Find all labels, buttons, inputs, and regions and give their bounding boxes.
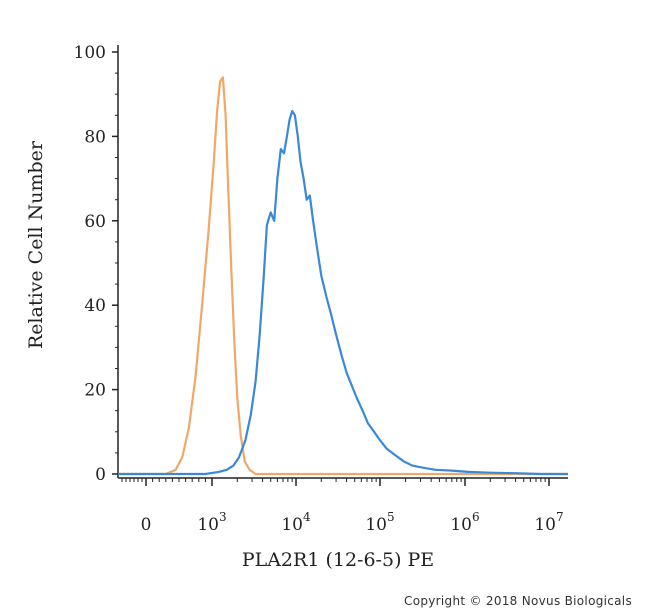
series-line-1 [118,76,568,476]
x-axis: 0 103 104 105 106 107 [118,477,568,535]
copyright-notice: Copyright © 2018 Novus Biologicals [404,594,632,608]
x-tick-label: 107 [534,510,563,535]
y-tick-label: 40 [84,296,106,316]
y-tick-label: 80 [84,127,106,147]
x-tick-label: 103 [197,510,226,535]
x-axis-title: PLA2R1 (12-6-5) PE [242,549,434,571]
y-tick-label: 100 [74,43,106,63]
y-tick-label: 0 [95,465,106,485]
x-tick-label: 104 [281,510,311,535]
y-ticks: 0 20 40 60 80 100 [74,43,118,485]
x-tick-label: 106 [450,510,479,535]
y-minor-ticks [115,72,118,454]
x-tick-label: 0 [141,515,152,535]
x-ticks: 0 103 104 105 106 107 [121,478,564,535]
y-axis: 0 20 40 60 80 100 [74,43,119,485]
y-axis-title: Relative Cell Number [25,140,47,349]
y-tick-label: 20 [84,381,106,401]
series-layer [118,76,568,476]
y-tick-label: 60 [84,212,106,232]
series-line-2 [118,110,568,476]
x-tick-label: 105 [365,510,394,535]
